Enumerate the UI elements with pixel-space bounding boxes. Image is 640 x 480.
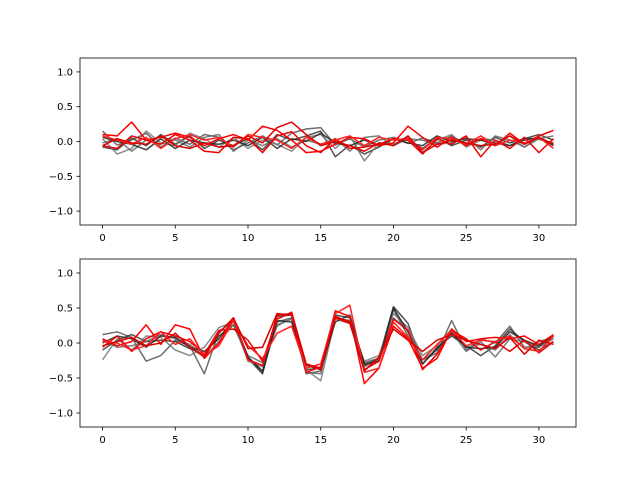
top-subplot: 0 5 10 15 20 25 30 −1.0 −0.5 0.0 0.5 1.0 (49, 57, 577, 244)
x-tick-label: 25 (460, 233, 473, 244)
series-line-8 (102, 312, 554, 372)
x-tick-label: 20 (387, 435, 400, 446)
x-tick-label: 5 (172, 435, 178, 446)
bottom-subplot: 0 5 10 15 20 25 30 −1.0 −0.5 0.0 0.5 1.0 (49, 258, 577, 446)
y-tick-label: −1.0 (49, 207, 73, 218)
x-tick-label: 15 (314, 435, 327, 446)
y-tick-label: −1.0 (49, 409, 73, 420)
x-tick-label: 20 (387, 233, 400, 244)
y-tick-label: 1.0 (57, 269, 73, 280)
x-tick-label: 0 (99, 435, 105, 446)
series-line-5 (102, 121, 554, 154)
y-tick-label: 0.0 (57, 137, 73, 148)
y-tick-label: −0.5 (49, 172, 73, 183)
x-tick-label: 5 (172, 233, 178, 244)
y-tick-label: 0.5 (57, 304, 73, 315)
x-tick-label: 0 (99, 233, 105, 244)
x-tick-label: 10 (242, 233, 255, 244)
y-tick-label: 1.0 (57, 67, 73, 78)
y-tick-label: 0.5 (57, 102, 73, 113)
series-line-7 (102, 304, 554, 374)
y-tick-label: −0.5 (49, 374, 73, 385)
x-tick-label: 30 (533, 435, 546, 446)
series-line-7 (102, 133, 554, 151)
y-tick-label: 0.0 (57, 339, 73, 350)
x-tick-label: 15 (314, 233, 327, 244)
series-line-2 (101, 312, 554, 382)
x-tick-label: 25 (460, 435, 473, 446)
x-tick-label: 30 (533, 233, 546, 244)
series-line-8 (102, 121, 554, 154)
series-line-6 (102, 131, 554, 158)
x-tick-label: 10 (242, 435, 255, 446)
